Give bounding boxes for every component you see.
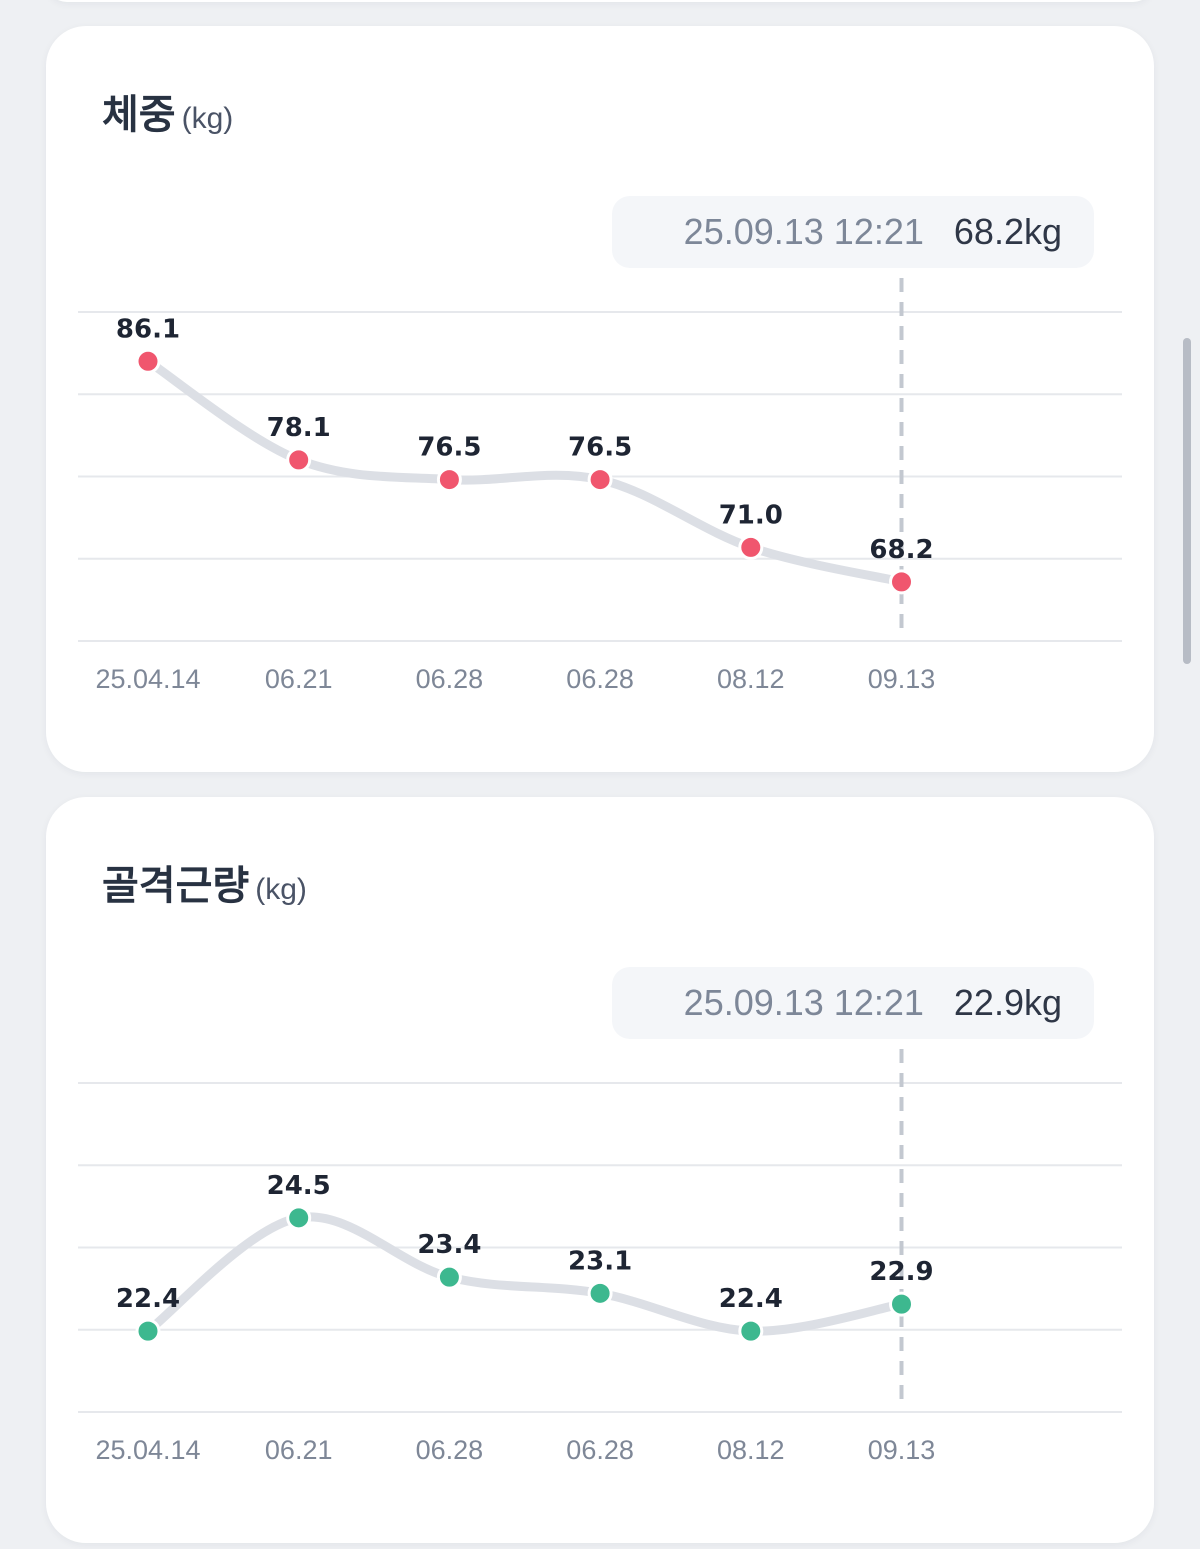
weight-data-point[interactable] [587,467,613,493]
weight-card: 체중 (kg) 25.09.13 12:21 68.2kg 86.1 25.04.1… [46,26,1154,772]
weight-x-tick-label: 08.12 [717,664,785,694]
weight-data-label: 71.0 [719,500,783,530]
weight-tooltip-time: 25.09.13 12:21 [683,211,924,252]
muscle-x-tick-label: 08.12 [717,1435,785,1465]
weight-series-line [143,356,906,587]
muscle-data-label: 23.1 [568,1246,632,1276]
muscle-data-point[interactable] [587,1280,613,1306]
weight-line-chart[interactable]: 86.1 25.04.14 78.1 06.21 76.5 06.28 76.5 06.28 7… [46,26,1154,772]
weight-data-point[interactable] [286,447,312,473]
weight-title-text: 체중 [102,92,176,138]
weight-data-point[interactable] [436,467,462,493]
weight-x-tick-label: 06.21 [265,664,333,694]
weight-x-tick-label: 06.28 [416,664,484,694]
muscle-x-tick-label: 25.04.14 [95,1435,200,1465]
weight-x-tick-label: 09.13 [868,664,936,694]
muscle-series-line [143,1212,906,1336]
muscle-title-text: 골격근량 [102,863,250,909]
weight-tooltip: 25.09.13 12:21 68.2kg [612,196,1094,268]
scrollbar[interactable] [1183,338,1191,664]
muscle-line-chart[interactable]: 22.4 25.04.14 24.5 06.21 23.4 06.28 23.1 06.28 2… [46,797,1154,1543]
weight-x-tick-label: 25.04.14 [95,664,200,694]
weight-data-point[interactable] [889,569,914,595]
muscle-x-tick-label: 06.28 [416,1435,484,1465]
muscle-x-tick-label: 06.21 [265,1435,333,1465]
muscle-x-tick-label: 06.28 [566,1435,634,1465]
muscle-data-label: 24.5 [267,1171,331,1201]
weight-data-label: 76.5 [568,433,632,463]
muscle-data-label: 23.4 [417,1230,481,1260]
muscle-data-label: 22.4 [719,1284,783,1314]
weight-data-point[interactable] [135,348,161,374]
muscle-tooltip-value: 22.9kg [953,982,1062,1023]
muscle-data-point[interactable] [436,1264,462,1290]
weight-data-label: 76.5 [417,433,481,463]
muscle-data-point[interactable] [738,1318,764,1344]
muscle-tooltip-time: 25.09.13 12:21 [683,982,924,1023]
muscle-data-point[interactable] [889,1291,914,1317]
muscle-data-point[interactable] [135,1318,161,1344]
previous-card [46,0,1154,2]
muscle-card: 골격근량 (kg) 25.09.13 12:21 22.9kg 22.4 25.04… [46,797,1154,1543]
muscle-data-label: 22.4 [116,1284,180,1314]
muscle-x-tick-label: 09.13 [868,1435,936,1465]
weight-x-tick-label: 06.28 [566,664,634,694]
muscle-unit: (kg) [255,873,307,906]
weight-tooltip-value: 68.2kg [953,211,1062,252]
weight-data-label: 86.1 [116,314,180,344]
weight-data-point[interactable] [738,534,764,560]
muscle-tooltip: 25.09.13 12:21 22.9kg [612,967,1094,1039]
muscle-data-point[interactable] [286,1205,312,1231]
weight-title: 체중 (kg) [102,82,233,140]
weight-data-label: 68.2 [869,535,933,565]
weight-data-label: 78.1 [267,413,331,443]
muscle-title: 골격근량 (kg) [102,853,307,911]
muscle-data-label: 22.9 [869,1257,933,1287]
weight-unit: (kg) [181,102,234,135]
